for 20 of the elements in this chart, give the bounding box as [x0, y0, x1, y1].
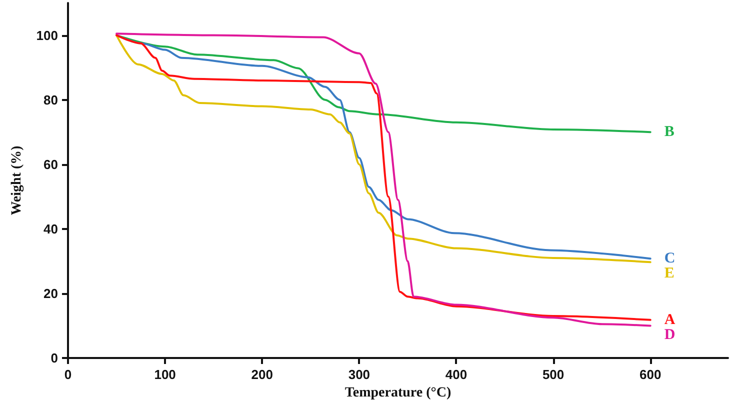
series-label: B: [664, 124, 674, 140]
y-tick-label: 60: [44, 156, 58, 172]
x-tick-label: 400: [445, 367, 468, 382]
series-label: A: [664, 312, 676, 328]
x-tick-label: 600: [640, 367, 662, 382]
series-label: D: [664, 326, 676, 343]
series-label: E: [664, 266, 674, 282]
series-label: C: [664, 250, 676, 267]
y-axis-title: Weight (%): [10, 145, 24, 216]
y-tick-label: 0: [50, 350, 58, 366]
x-tick-label: 300: [348, 367, 370, 382]
x-tick-label: 0: [64, 367, 72, 382]
y-tick-label: 100: [36, 28, 58, 43]
y-tick-label: 80: [44, 92, 58, 108]
y-tick-label: 40: [44, 221, 58, 236]
x-tick-label: 100: [154, 367, 176, 382]
y-tick-label: 20: [44, 286, 58, 301]
x-axis-title: Temperature (°C): [344, 386, 452, 400]
x-tick-label: 500: [542, 367, 564, 382]
x-tick-label: 200: [251, 367, 273, 382]
